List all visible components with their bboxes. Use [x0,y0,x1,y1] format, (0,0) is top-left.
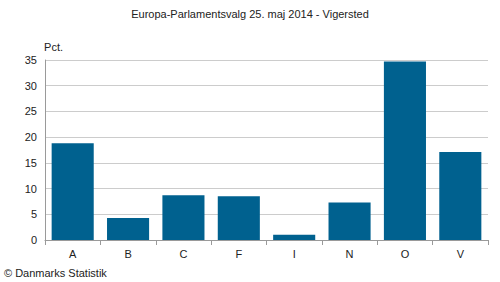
svg-text:N: N [346,248,354,260]
svg-text:0: 0 [31,234,37,246]
svg-text:20: 20 [25,131,37,143]
svg-text:C: C [179,248,187,260]
svg-text:© Danmarks Statistik: © Danmarks Statistik [4,267,107,279]
svg-text:O: O [401,248,410,260]
svg-text:I: I [293,248,296,260]
svg-text:35: 35 [25,54,37,66]
svg-text:V: V [457,248,465,260]
svg-text:15: 15 [25,157,37,169]
svg-text:25: 25 [25,105,37,117]
svg-text:5: 5 [31,208,37,220]
svg-text:30: 30 [25,80,37,92]
svg-text:Europa-Parlamentsvalg 25. maj: Europa-Parlamentsvalg 25. maj 2014 - Vig… [131,8,369,20]
svg-text:10: 10 [25,183,37,195]
svg-text:B: B [124,248,131,260]
svg-text:A: A [69,248,77,260]
svg-text:Pct.: Pct. [44,41,63,53]
svg-text:F: F [235,248,242,260]
